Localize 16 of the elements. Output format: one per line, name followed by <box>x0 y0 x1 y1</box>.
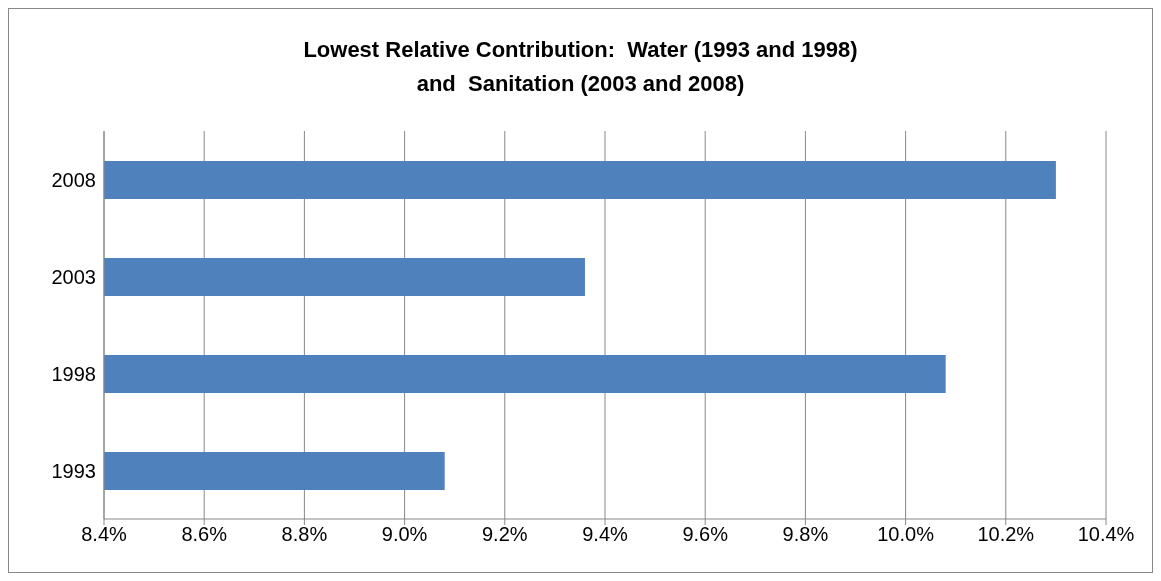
x-tick-label: 9.4% <box>582 523 629 546</box>
x-tick-label: 10.2% <box>977 523 1035 546</box>
x-tick-label: 9.0% <box>381 523 428 546</box>
x-tick-label: 9.2% <box>482 523 528 546</box>
x-tick-label: 8.4% <box>81 523 128 546</box>
x-tick-label: 10.4% <box>1077 523 1135 546</box>
y-tick-label: 1993 <box>51 459 96 482</box>
x-tick-label: 8.8% <box>281 523 328 546</box>
x-tick-label: 8.6% <box>181 523 228 546</box>
x-tick-label: 9.6% <box>682 523 729 546</box>
x-tick-label: 9.8% <box>782 523 829 546</box>
x-tick-label: 10.0% <box>877 523 935 546</box>
chart-title: Lowest Relative Contribution: Water (1993 and 1998) and Sanitation (2003 and 2008) <box>303 36 858 98</box>
y-tick-label: 2003 <box>51 265 96 288</box>
y-tick-label: 1998 <box>51 362 96 385</box>
y-tick-label: 2008 <box>51 168 96 191</box>
